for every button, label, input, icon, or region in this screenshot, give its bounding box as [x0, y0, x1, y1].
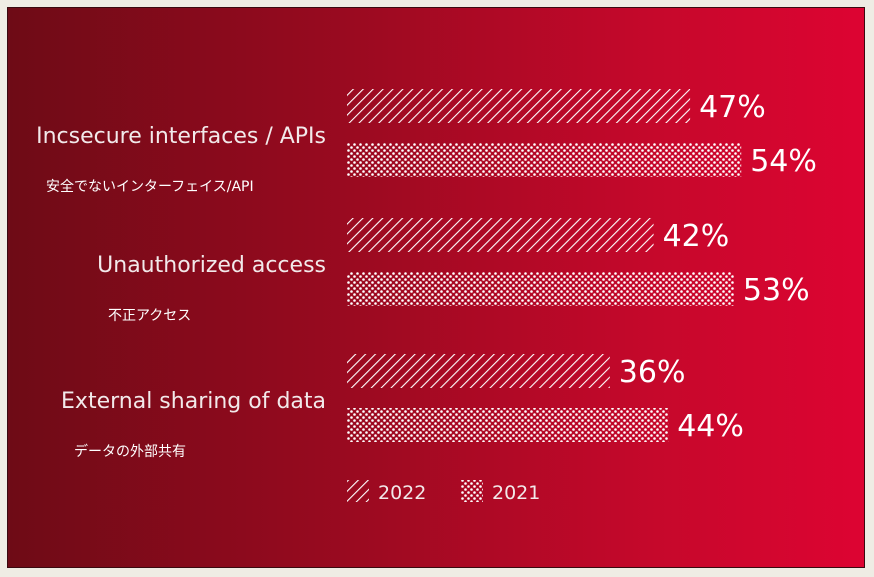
category-label: Unauthorized access	[97, 253, 326, 278]
bar-2021	[347, 143, 742, 177]
bar-2022	[347, 218, 654, 252]
category-label: External sharing of data	[61, 389, 326, 414]
bars: 47% 54% 42% 53% 36% 44%	[347, 89, 817, 444]
bar-value-label: 47%	[699, 90, 766, 125]
legend: 2022 2021	[347, 480, 540, 504]
bar-value-label: 36%	[619, 355, 686, 390]
bar-2022	[347, 89, 691, 123]
legend-label: 2022	[378, 482, 426, 504]
bar-2022	[347, 354, 610, 388]
bar-2021	[347, 408, 669, 442]
category-labels: Incsecure interfaces / APIs 安全でないインターフェイス…	[36, 124, 326, 460]
legend-swatch-2021	[461, 480, 483, 502]
bar-value-label: 53%	[743, 273, 810, 308]
chart-panel: Incsecure interfaces / APIs 安全でないインターフェイス…	[7, 7, 865, 568]
bar-chart: Incsecure interfaces / APIs 安全でないインターフェイス…	[36, 89, 817, 504]
category-label: Incsecure interfaces / APIs	[36, 124, 326, 149]
category-label-jp: 不正アクセス	[108, 308, 191, 324]
bar-value-label: 44%	[677, 409, 744, 444]
category-label-jp: 安全でないインターフェイス/API	[46, 178, 254, 195]
bar-value-label: 54%	[750, 144, 817, 179]
legend-swatch-2022	[347, 480, 369, 502]
bar-value-label: 42%	[663, 219, 730, 254]
category-label-jp: データの外部共有	[74, 443, 186, 460]
legend-label: 2021	[492, 482, 540, 504]
bar-2021	[347, 272, 734, 306]
